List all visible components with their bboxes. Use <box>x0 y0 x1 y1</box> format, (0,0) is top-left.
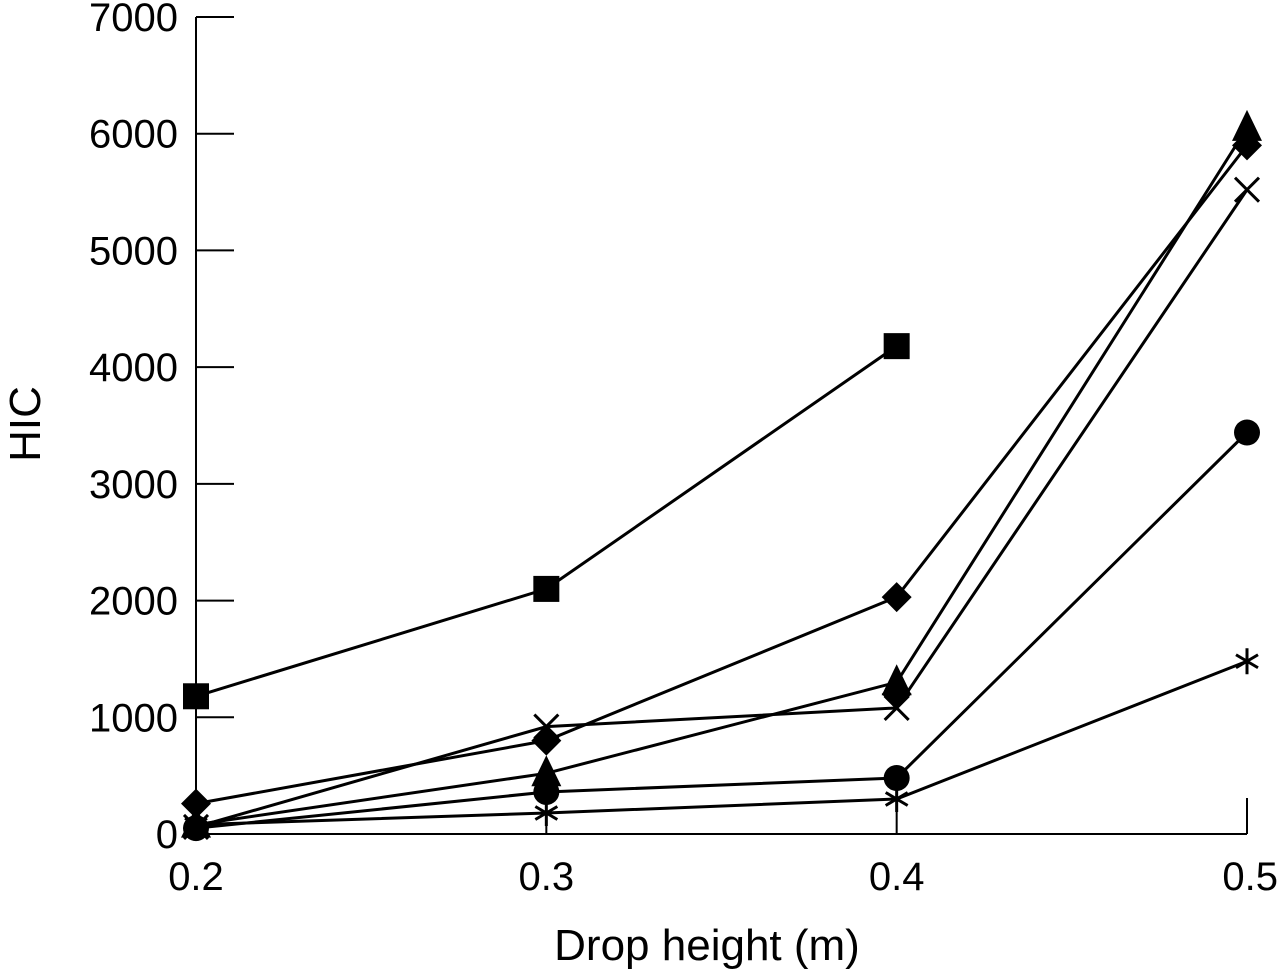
y-tick-label: 2000 <box>89 580 178 624</box>
series-circle <box>183 419 1260 842</box>
x-tick-label: 0.5 <box>1222 855 1278 899</box>
data-point-square <box>533 575 560 602</box>
x-tick-label: 0.4 <box>869 855 925 899</box>
y-tick-label: 0 <box>156 813 178 857</box>
data-point-asterisk <box>184 811 208 838</box>
y-tick-label: 4000 <box>89 346 178 390</box>
y-tick-label: 5000 <box>89 229 178 273</box>
tick-labels: 0 1000 2000 3000 4000 5000 6000 7000 0.2 0.3 0.4 0.… <box>89 0 1278 899</box>
data-point-cross <box>533 713 560 740</box>
y-axis-label: HIC <box>1 386 50 462</box>
series-group <box>181 109 1262 842</box>
series-line <box>195 344 898 698</box>
data-point-circle <box>883 764 910 791</box>
data-point-square <box>883 333 910 360</box>
series-square <box>183 333 910 710</box>
series-cross <box>182 176 1261 841</box>
data-point-triangle <box>1232 109 1262 141</box>
data-point-asterisk <box>534 799 559 826</box>
data-point-cross <box>1233 176 1261 203</box>
series-asterisk <box>184 648 1259 838</box>
x-tick-label: 0.2 <box>168 855 224 899</box>
series-line <box>195 431 1249 830</box>
x-axis-label: Drop height (m) <box>554 921 860 970</box>
y-tick-label: 1000 <box>89 696 178 740</box>
data-point-diamond <box>181 788 211 819</box>
data-point-diamond <box>881 582 912 613</box>
series-line <box>195 659 1248 827</box>
y-tick-label: 7000 <box>89 0 178 40</box>
y-tick-label: 6000 <box>89 113 178 157</box>
data-point-circle <box>1234 419 1260 446</box>
y-tick-label: 3000 <box>89 463 178 507</box>
axes <box>195 16 1248 835</box>
series-line <box>195 188 1249 829</box>
data-point-circle <box>533 778 560 805</box>
series-line <box>195 127 1249 827</box>
x-tick-label: 0.3 <box>519 855 575 899</box>
series-triangle <box>181 109 1262 838</box>
data-point-cross <box>883 694 910 722</box>
series-line <box>195 144 1249 806</box>
data-point-square <box>183 683 209 710</box>
data-point-triangle <box>531 755 562 787</box>
data-point-asterisk <box>1235 648 1259 675</box>
series-diamond <box>181 130 1262 819</box>
data-point-asterisk <box>884 785 909 812</box>
